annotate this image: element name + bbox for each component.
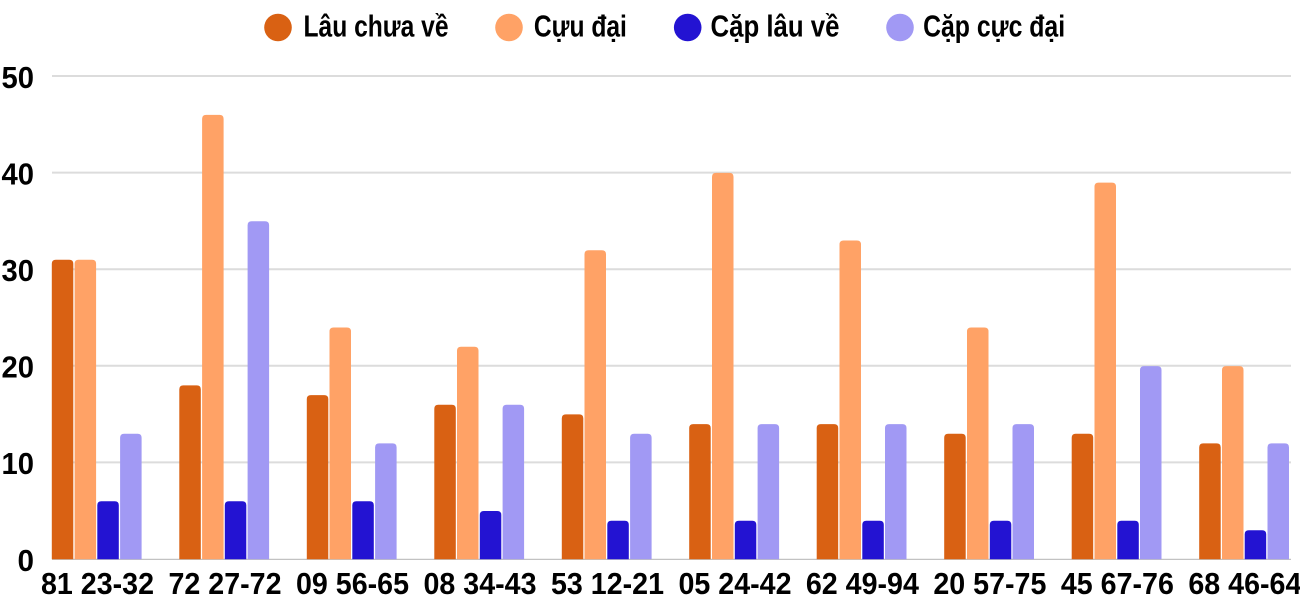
svg-text:72 27-72: 72 27-72 xyxy=(169,566,282,600)
svg-text:40: 40 xyxy=(2,156,35,191)
svg-text:50: 50 xyxy=(2,60,35,95)
svg-text:0: 0 xyxy=(18,543,35,578)
svg-text:81 23-32: 81 23-32 xyxy=(41,566,154,600)
svg-text:53 12-21: 53 12-21 xyxy=(551,566,664,600)
svg-text:Cặp lâu về: Cặp lâu về xyxy=(711,9,840,44)
svg-text:20: 20 xyxy=(2,350,35,385)
svg-text:30: 30 xyxy=(2,253,35,288)
svg-text:Cặp cực đại: Cặp cực đại xyxy=(923,9,1065,44)
svg-text:68 46-64: 68 46-64 xyxy=(1188,566,1300,600)
svg-text:08 34-43: 08 34-43 xyxy=(424,566,537,600)
svg-text:Lâu chưa về: Lâu chưa về xyxy=(304,9,449,44)
svg-text:45 67-76: 45 67-76 xyxy=(1061,566,1174,600)
svg-text:20 57-75: 20 57-75 xyxy=(933,566,1046,600)
svg-text:05 24-42: 05 24-42 xyxy=(679,566,792,600)
svg-text:10: 10 xyxy=(2,446,35,481)
svg-text:Cựu đại: Cựu đại xyxy=(534,9,627,44)
svg-text:62 49-94: 62 49-94 xyxy=(806,566,920,600)
svg-text:09 56-65: 09 56-65 xyxy=(296,566,409,600)
